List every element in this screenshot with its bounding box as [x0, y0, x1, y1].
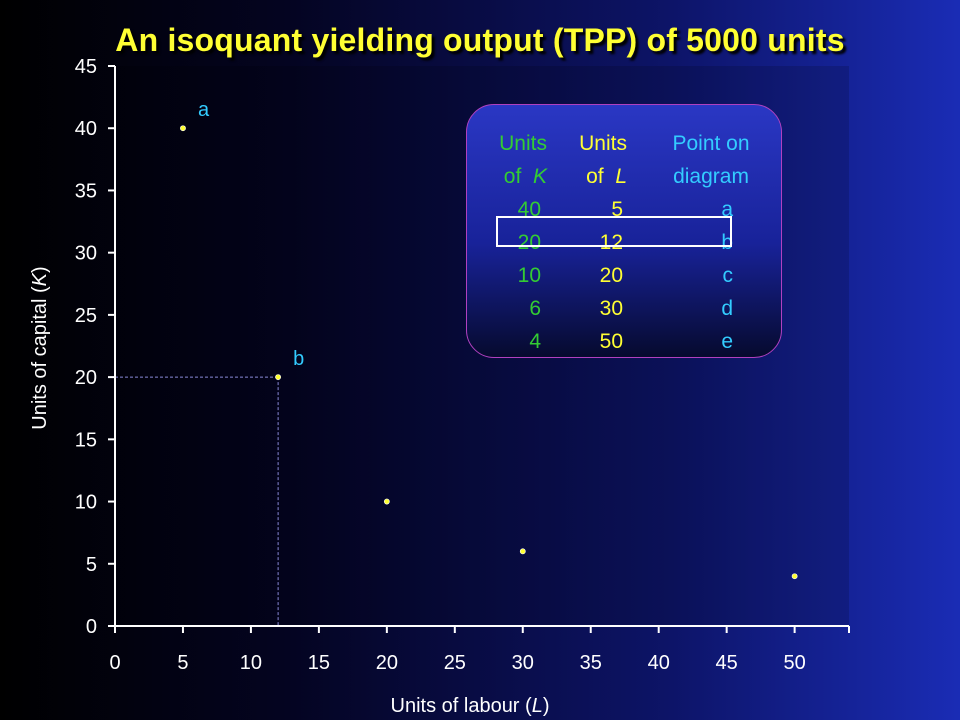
- capital-header-line2: of K: [503, 165, 547, 188]
- y-tick-label: 10: [75, 492, 97, 514]
- point-cell: d: [721, 297, 733, 320]
- labour-cell: 30: [599, 297, 623, 320]
- data-points: ab: [180, 99, 798, 580]
- point-cell: c: [722, 264, 734, 287]
- capital-cell: 4: [529, 330, 541, 353]
- labour-cell: 12: [599, 231, 623, 254]
- x-tick-label: 35: [580, 652, 602, 674]
- labour-header-line1: Units: [579, 132, 627, 155]
- point-header-line1: Point on: [672, 132, 750, 155]
- capital-cell: 10: [517, 264, 541, 287]
- point-cell: e: [721, 330, 733, 353]
- x-tick-label: 5: [177, 652, 188, 674]
- point-label: b: [293, 348, 304, 370]
- labour-cell: 50: [599, 330, 623, 353]
- point-cell: a: [721, 198, 733, 221]
- y-tick-label: 20: [75, 367, 97, 389]
- data-point: [791, 573, 798, 580]
- y-tick-label: 45: [75, 56, 97, 78]
- capital-cell: 6: [529, 297, 541, 320]
- x-tick-label: 0: [109, 652, 120, 674]
- point-header-line2: diagram: [673, 165, 749, 188]
- capital-cell: 20: [517, 231, 541, 254]
- data-point: [275, 374, 282, 381]
- point-label: a: [198, 99, 210, 121]
- x-tick-label: 40: [648, 652, 670, 674]
- x-tick-label: 50: [784, 652, 806, 674]
- x-tick-label: 10: [240, 652, 262, 674]
- x-tick-label: 15: [308, 652, 330, 674]
- y-tick-label: 30: [75, 243, 97, 265]
- data-point: [180, 125, 186, 132]
- y-tick-label: 15: [75, 429, 97, 451]
- highlighted-row-outline: [496, 216, 732, 247]
- y-tick-label: 40: [75, 118, 97, 140]
- labour-cell: 5: [611, 198, 623, 221]
- point-cell: b: [721, 231, 733, 254]
- data-point: [519, 548, 526, 555]
- y-tick-label: 5: [86, 554, 97, 576]
- y-tick-label: 25: [75, 305, 97, 327]
- capital-cell: 40: [517, 198, 541, 221]
- data-table: Units of K 40 20 10 6 4 Units of L 5 12 …: [466, 104, 782, 358]
- y-axis-title: Units of capital (K): [29, 266, 51, 429]
- labour-header-line2: of L: [586, 165, 627, 188]
- x-tick-label: 30: [512, 652, 534, 674]
- x-tick-label: 45: [716, 652, 738, 674]
- capital-header-line1: Units: [499, 132, 547, 155]
- point-column: Point on diagram a b c d e: [653, 127, 769, 358]
- guide-lines: [115, 376, 279, 626]
- x-tick-label: 20: [376, 652, 398, 674]
- labour-cell: 20: [599, 264, 623, 287]
- capital-column: Units of K 40 20 10 6 4: [487, 127, 547, 358]
- chart-title: An isoquant yielding output (TPP) of 500…: [115, 22, 845, 58]
- labour-column: Units of L 5 12 20 30 50: [567, 127, 627, 358]
- y-tick-label: 0: [86, 616, 97, 638]
- data-point: [383, 498, 390, 505]
- x-tick-label: 25: [444, 652, 466, 674]
- x-axis-title: Units of labour (L): [391, 695, 550, 717]
- y-tick-label: 35: [75, 180, 97, 202]
